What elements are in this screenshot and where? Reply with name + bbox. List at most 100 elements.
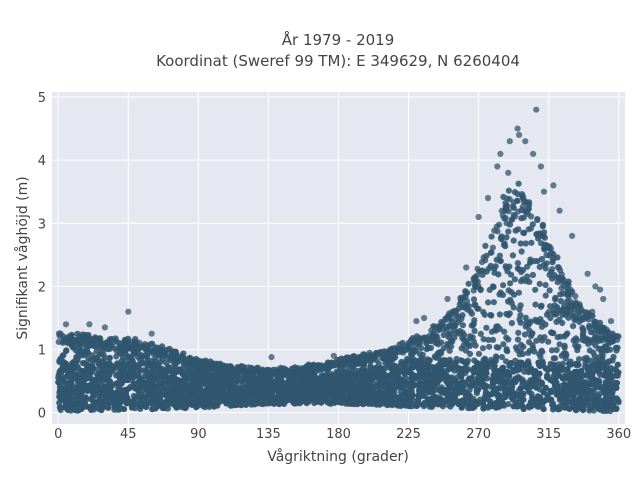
data-point [488, 402, 496, 409]
data-point [515, 180, 522, 187]
data-point [510, 377, 518, 384]
data-point [539, 223, 546, 230]
data-point [380, 355, 387, 362]
data-point [64, 382, 71, 389]
data-point [351, 399, 358, 406]
data-point [106, 354, 113, 361]
data-point [143, 403, 150, 410]
data-point [78, 367, 85, 374]
data-point [490, 372, 497, 379]
data-point [274, 366, 281, 373]
data-point [251, 401, 259, 408]
data-point [289, 377, 296, 384]
data-point [211, 385, 218, 392]
outlier-point [589, 308, 596, 315]
data-point [94, 341, 101, 348]
outlier-point [475, 213, 482, 221]
data-point [524, 273, 531, 280]
data-point [542, 384, 550, 391]
data-point [120, 406, 128, 413]
data-point [444, 314, 451, 322]
data-point [256, 376, 263, 383]
outlier-point [101, 324, 108, 331]
data-point [340, 357, 347, 364]
data-point [529, 342, 536, 349]
data-point [194, 385, 202, 392]
data-point [575, 361, 582, 368]
data-point [493, 256, 500, 263]
data-point [489, 244, 496, 251]
data-point [107, 394, 114, 401]
data-point [246, 366, 253, 373]
data-point [173, 367, 180, 374]
data-point [548, 389, 555, 396]
data-point [550, 310, 557, 317]
data-point [496, 311, 503, 318]
data-point [312, 392, 319, 399]
data-point [260, 397, 267, 404]
data-point [510, 291, 518, 298]
data-point [521, 331, 529, 338]
data-point [432, 340, 439, 347]
data-point [502, 243, 509, 250]
data-point [490, 283, 497, 291]
data-point [553, 346, 560, 354]
data-point [570, 337, 577, 344]
data-point [88, 396, 95, 403]
data-point [291, 400, 298, 407]
data-point [490, 299, 497, 306]
data-point [98, 385, 105, 392]
data-point [255, 381, 263, 388]
data-point [136, 385, 143, 392]
data-point [369, 385, 376, 392]
data-point [553, 274, 560, 281]
data-point [465, 280, 472, 287]
data-point [542, 265, 549, 272]
data-point [519, 203, 526, 210]
data-point [432, 373, 439, 380]
data-point [240, 399, 247, 406]
data-point [200, 402, 207, 409]
data-point [502, 358, 510, 365]
data-point [189, 401, 196, 408]
data-point [323, 397, 330, 404]
data-point [399, 400, 406, 407]
data-point [566, 360, 573, 367]
data-point [172, 401, 179, 408]
data-point [582, 337, 589, 344]
data-point [122, 375, 129, 382]
data-point [525, 349, 532, 356]
data-point [539, 319, 546, 326]
data-point [274, 387, 281, 394]
data-point [134, 393, 141, 400]
data-point [175, 377, 182, 384]
data-point [398, 383, 405, 390]
data-point [493, 223, 500, 230]
data-point [517, 348, 524, 355]
data-point [65, 391, 72, 398]
data-point [498, 354, 505, 361]
data-point [457, 371, 464, 378]
data-point [126, 345, 133, 352]
data-point [543, 251, 550, 259]
data-point [592, 318, 599, 326]
data-point [579, 331, 587, 338]
data-point [545, 366, 552, 373]
data-point [572, 293, 579, 300]
data-point [528, 213, 535, 220]
data-point [336, 372, 343, 379]
y-tick-label: 4 [38, 154, 46, 169]
data-point [406, 398, 413, 405]
data-point [392, 344, 399, 351]
data-point [96, 390, 103, 397]
data-point [470, 321, 477, 329]
data-point [80, 379, 87, 386]
data-point [479, 267, 486, 274]
data-point [415, 341, 422, 348]
data-point [570, 313, 577, 320]
data-point [497, 289, 504, 296]
chart-title-line-1: År 1979 - 2019 [282, 30, 395, 49]
data-point [600, 334, 607, 341]
data-point [615, 369, 622, 376]
